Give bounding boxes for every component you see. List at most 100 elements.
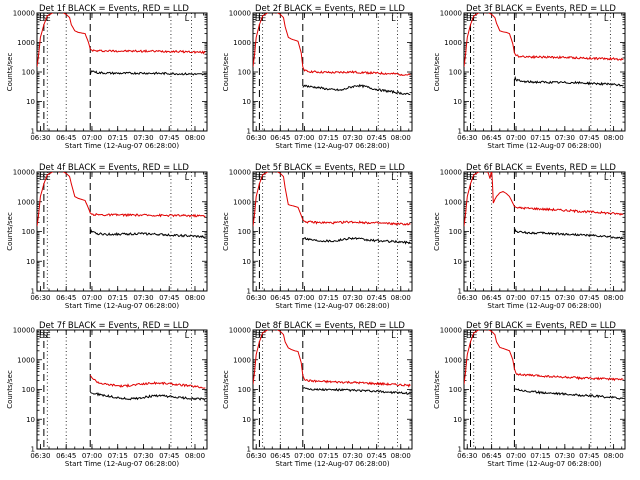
y-tick-label: 1 <box>458 446 462 454</box>
x-tick-label: 07:45 <box>367 294 387 302</box>
panel-det-7f: Det 7f BLACK = Events, RED = LLD 1 10 100 10… <box>6 321 208 468</box>
x-axis-label: Start Time (12-Aug-07 06:28:00) <box>65 142 179 150</box>
event-marker-symbol: E <box>261 173 266 182</box>
plot-area <box>463 12 626 132</box>
y-tick-label: 10000 <box>229 10 251 18</box>
event-marker-symbol: S <box>258 331 263 340</box>
event-marker-symbol: S <box>469 331 474 340</box>
event-marker-symbol: E <box>39 331 44 340</box>
x-tick-label: 07:00 <box>294 452 314 460</box>
x-tick-label: 07:15 <box>108 134 128 142</box>
event-marker-symbol: S <box>42 173 47 182</box>
panel-det-5f: Det 5f BLACK = Events, RED = LLD 1 10 100 10… <box>222 163 413 310</box>
y-tick-label: 10 <box>242 416 251 424</box>
y-tick-label: 10000 <box>229 327 251 335</box>
y-tick-label: 1 <box>247 288 251 296</box>
y-tick-label: 1000 <box>17 198 35 206</box>
x-tick-label: 06:45 <box>482 134 502 142</box>
x-tick-label: 06:30 <box>246 452 266 460</box>
x-tick-label: 08:00 <box>185 294 205 302</box>
event-marker-symbol: E <box>466 14 471 23</box>
chart-title: Det 5f BLACK = Events, RED = LLD <box>255 163 405 173</box>
series-line-events <box>302 387 411 395</box>
x-tick-label: 07:45 <box>579 134 599 142</box>
y-tick-label: 10000 <box>229 169 251 177</box>
chart-title: Det 6f BLACK = Events, RED = LLD <box>466 163 616 173</box>
panel-det-1f: Det 1f BLACK = Events, RED = LLD 1 10 100 10… <box>6 4 208 150</box>
y-tick-label: 1 <box>31 128 35 136</box>
x-tick-label: 08:00 <box>604 134 624 142</box>
x-tick-label: 07:45 <box>579 294 599 302</box>
x-tick-label: 06:30 <box>457 134 477 142</box>
y-axis-label: Counts/sec <box>6 370 14 409</box>
x-tick-label: 07:00 <box>506 294 526 302</box>
x-tick-label: 07:15 <box>108 452 128 460</box>
y-tick-label: 100 <box>22 228 35 236</box>
y-tick-label: 1000 <box>233 356 251 364</box>
y-tick-label: 1000 <box>444 198 462 206</box>
event-marker-symbol: E <box>261 14 266 23</box>
x-tick-label: 06:30 <box>457 294 477 302</box>
y-tick-label: 100 <box>449 386 462 394</box>
panel-det-3f: Det 3f BLACK = Events, RED = LLD 1 10 100 10… <box>433 4 626 150</box>
event-marker-symbol: E <box>46 14 51 23</box>
event-marker-symbol: E <box>39 173 44 182</box>
y-tick-label: 10 <box>453 98 462 106</box>
x-tick-label: 06:30 <box>246 134 266 142</box>
event-marker-symbol: S <box>42 14 47 23</box>
y-tick-label: 100 <box>449 69 462 77</box>
y-axis-label: Counts/sec <box>222 370 230 409</box>
chart-title: Det 2f BLACK = Events, RED = LLD <box>255 4 405 14</box>
series-line-lld <box>464 13 624 67</box>
x-tick-label: 07:00 <box>506 134 526 142</box>
y-tick-label: 100 <box>449 228 462 236</box>
event-marker-symbol: L <box>185 331 190 340</box>
x-tick-label: 07:30 <box>342 294 362 302</box>
x-tick-label: 07:30 <box>555 134 575 142</box>
x-tick-label: 07:00 <box>82 134 102 142</box>
series-line-lld <box>37 172 206 227</box>
event-marker-symbol: S <box>42 331 47 340</box>
plot-area <box>463 329 626 450</box>
y-axis-label: Counts/sec <box>433 212 441 251</box>
x-tick-label: 07:30 <box>133 294 153 302</box>
event-marker-symbol: E <box>255 14 260 23</box>
x-tick-label: 07:30 <box>342 452 362 460</box>
x-tick-label: 06:30 <box>30 134 50 142</box>
event-marker-symbol: E <box>255 331 260 340</box>
y-tick-label: 10000 <box>440 10 462 18</box>
x-tick-label: 07:30 <box>133 134 153 142</box>
series-line-events <box>89 70 206 76</box>
x-tick-label: 07:15 <box>318 134 338 142</box>
y-tick-label: 10 <box>453 258 462 266</box>
event-marker-symbol: E <box>255 173 260 182</box>
event-marker-symbol: L <box>185 173 190 182</box>
y-tick-label: 1000 <box>233 198 251 206</box>
y-tick-label: 10 <box>453 416 462 424</box>
event-marker-symbol: S <box>258 14 263 23</box>
x-tick-label: 07:00 <box>294 294 314 302</box>
x-axis-label: Start Time (12-Aug-07 06:28:00) <box>275 302 389 310</box>
x-tick-label: 07:30 <box>342 134 362 142</box>
chart-title: Det 1f BLACK = Events, RED = LLD <box>39 4 189 14</box>
y-tick-label: 100 <box>238 386 251 394</box>
panel-det-6f: Det 6f BLACK = Events, RED = LLD 1 10 100 10… <box>433 163 626 310</box>
x-tick-label: 07:45 <box>367 134 387 142</box>
x-tick-label: 06:45 <box>56 294 76 302</box>
x-tick-label: 08:00 <box>391 134 411 142</box>
x-tick-label: 07:00 <box>82 452 102 460</box>
y-axis-label: Counts/sec <box>222 53 230 92</box>
y-tick-label: 1000 <box>233 39 251 47</box>
x-tick-label: 06:45 <box>56 452 76 460</box>
series-line-events <box>89 391 206 401</box>
x-tick-label: 07:15 <box>318 294 338 302</box>
event-marker-symbol: S <box>258 173 263 182</box>
x-tick-label: 07:30 <box>555 452 575 460</box>
x-tick-label: 07:30 <box>555 294 575 302</box>
plot-area <box>252 171 413 292</box>
event-marker-symbol: L <box>604 331 609 340</box>
series-line-events <box>89 228 206 239</box>
x-tick-label: 06:30 <box>30 452 50 460</box>
event-marker-symbol: E <box>46 173 51 182</box>
x-axis-label: Start Time (12-Aug-07 06:28:00) <box>275 142 389 150</box>
